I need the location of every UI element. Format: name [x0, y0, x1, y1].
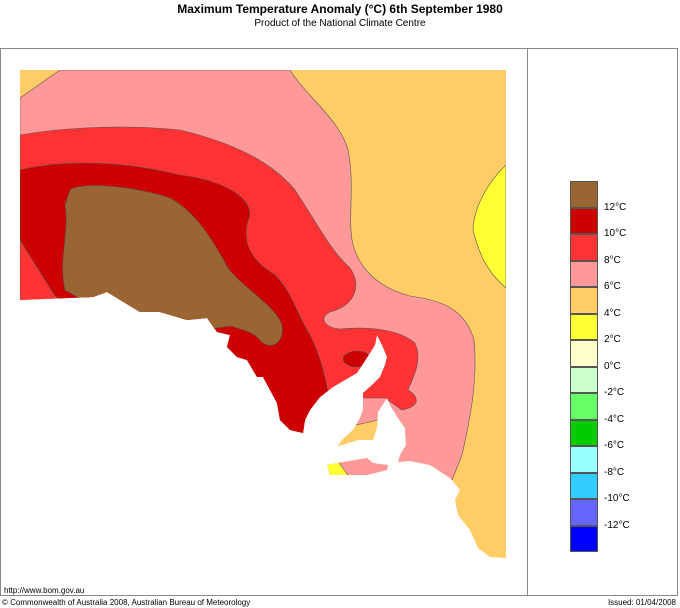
legend-swatch	[570, 393, 598, 420]
frame-divider	[527, 48, 528, 596]
legend-swatch	[570, 260, 598, 287]
legend: 12°C 10°C 8°C 6°C 4°C 2°C 0°C -2°C -4°C -6°C -8°C -…	[570, 181, 630, 552]
legend-label: 6°C	[604, 281, 621, 292]
legend-swatch	[570, 472, 598, 499]
legend-label: -6°C	[604, 440, 625, 451]
legend-swatch	[570, 499, 598, 526]
legend-label: 10°C	[604, 228, 627, 239]
legend-label: -2°C	[604, 387, 625, 398]
legend-swatch	[570, 419, 598, 446]
map-frame	[0, 48, 678, 596]
legend-swatch	[570, 287, 598, 314]
legend-swatch	[570, 525, 598, 552]
legend-label: -10°C	[604, 493, 630, 504]
legend-label: 0°C	[604, 360, 621, 372]
legend-label: 8°C	[604, 254, 621, 266]
legend-swatch	[570, 340, 598, 367]
legend-swatch	[570, 446, 598, 473]
legend-swatch	[570, 366, 598, 393]
legend-label: 4°C	[604, 307, 621, 319]
legend-swatch	[570, 181, 598, 208]
legend-label: -12°C	[604, 519, 630, 531]
legend-swatch	[570, 234, 598, 261]
map-title: Maximum Temperature Anomaly (°C) 6th Sep…	[177, 2, 503, 16]
copyright: © Commonwealth of Australia 2008, Austra…	[2, 598, 251, 607]
source-url[interactable]: http://www.bom.gov.au	[4, 586, 85, 595]
legend-label: 12°C	[604, 201, 627, 213]
zone-2-4	[472, 164, 506, 289]
zone-4-6-yorke	[334, 419, 381, 451]
legend-swatch	[570, 313, 598, 340]
map-subtitle: Product of the National Climate Centre	[254, 18, 426, 29]
legend-swatch	[570, 207, 598, 234]
zone-10-12-blob	[342, 350, 372, 368]
issued-date: Issued: 01/04/2008	[607, 598, 676, 607]
legend-label: -4°C	[604, 413, 625, 425]
legend-label: -8°C	[604, 466, 625, 478]
legend-label: 2°C	[604, 334, 621, 345]
